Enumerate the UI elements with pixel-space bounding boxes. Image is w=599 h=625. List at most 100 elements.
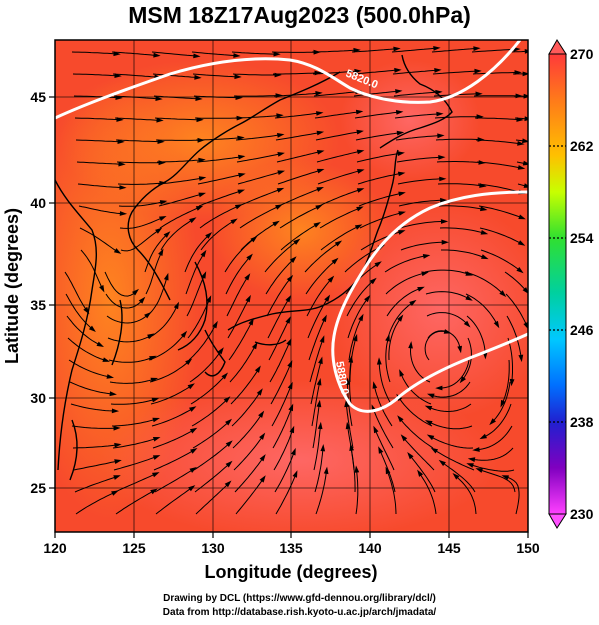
y-tick-label-25: 25 bbox=[30, 480, 46, 496]
streamline-arrow bbox=[138, 296, 146, 304]
streamline bbox=[107, 334, 152, 343]
streamline bbox=[399, 417, 434, 449]
streamline bbox=[359, 212, 403, 229]
streamline-arrow bbox=[438, 155, 446, 160]
streamline-arrow bbox=[236, 115, 244, 121]
streamline bbox=[280, 223, 318, 251]
streamline bbox=[147, 305, 178, 339]
streamline-arrow bbox=[397, 171, 406, 177]
streamline-arrow bbox=[158, 248, 164, 256]
colorbar-top-arrow bbox=[548, 39, 567, 55]
streamline bbox=[188, 324, 217, 361]
streamline-arrow bbox=[313, 222, 321, 228]
streamline-arrow bbox=[250, 236, 258, 243]
streamline bbox=[148, 333, 185, 361]
streamline-arrow bbox=[518, 354, 524, 363]
streamline-arrow bbox=[475, 91, 483, 97]
streamline-arrow bbox=[275, 204, 283, 210]
streamline bbox=[198, 190, 242, 207]
streamline bbox=[120, 229, 160, 252]
streamline bbox=[114, 117, 160, 121]
streamline bbox=[113, 95, 159, 100]
streamline bbox=[197, 174, 242, 185]
streamline-arrow bbox=[518, 214, 526, 220]
streamline-arrow bbox=[230, 218, 238, 225]
streamline-arrow bbox=[327, 275, 335, 283]
streamline bbox=[395, 135, 441, 141]
streamline-arrow bbox=[516, 117, 524, 122]
streamline-arrow bbox=[356, 188, 365, 193]
streamline bbox=[267, 298, 290, 339]
streamline bbox=[153, 95, 199, 100]
streamline-arrow bbox=[316, 187, 324, 192]
streamline-arrow bbox=[114, 73, 122, 78]
streamline-arrow bbox=[354, 68, 362, 74]
streamline bbox=[233, 95, 279, 97]
streamline bbox=[237, 171, 282, 185]
streamline bbox=[79, 227, 119, 253]
streamline bbox=[482, 403, 512, 438]
streamline-arrow bbox=[287, 360, 293, 368]
streamline-arrow bbox=[378, 446, 384, 454]
streamline-arrow bbox=[223, 396, 231, 403]
streamline-arrow bbox=[225, 418, 232, 426]
streamline bbox=[112, 437, 157, 449]
streamline-arrow bbox=[321, 314, 327, 323]
streamline-arrow bbox=[194, 74, 202, 80]
streamline bbox=[385, 272, 426, 295]
streamline bbox=[315, 131, 361, 141]
streamline bbox=[189, 350, 222, 383]
streamline bbox=[111, 51, 157, 56]
streamline-arrow bbox=[489, 418, 496, 426]
streamline-arrow bbox=[238, 154, 246, 160]
streamline bbox=[73, 460, 119, 471]
streamline bbox=[479, 469, 516, 493]
streamline-arrow bbox=[111, 490, 119, 496]
streamline bbox=[320, 225, 360, 251]
streamline bbox=[68, 359, 111, 378]
streamline-arrow bbox=[293, 238, 301, 245]
streamline-arrow bbox=[288, 403, 294, 412]
streamline-arrow bbox=[395, 89, 403, 94]
streamline bbox=[472, 72, 518, 75]
streamline-arrow bbox=[151, 397, 160, 403]
streamline bbox=[466, 315, 486, 356]
streamline-arrow bbox=[259, 454, 266, 462]
streamline bbox=[465, 293, 498, 326]
streamline-arrow bbox=[286, 274, 294, 282]
streamline bbox=[239, 205, 280, 229]
streamline bbox=[374, 429, 395, 471]
streamline-arrow bbox=[111, 408, 120, 414]
streamline bbox=[345, 263, 379, 295]
streamline bbox=[154, 117, 200, 121]
streamline bbox=[348, 317, 363, 361]
x-tick-label-130: 130 bbox=[201, 540, 225, 556]
streamline-arrow bbox=[286, 338, 292, 346]
streamline-arrow bbox=[344, 399, 349, 408]
streamline-arrow bbox=[116, 117, 124, 122]
streamline-arrow bbox=[324, 294, 331, 302]
wind-streamlines bbox=[64, 47, 528, 515]
x-tick-label-135: 135 bbox=[279, 540, 303, 556]
streamline-arrow bbox=[474, 68, 482, 74]
streamline bbox=[351, 48, 397, 53]
streamline-arrow bbox=[113, 475, 121, 480]
streamline-arrow bbox=[478, 160, 486, 165]
streamline-arrow bbox=[345, 377, 350, 385]
streamline-arrow bbox=[317, 421, 323, 430]
streamline-arrow bbox=[434, 68, 442, 73]
streamline bbox=[224, 238, 255, 273]
streamline-arrow bbox=[355, 109, 364, 115]
streamline bbox=[275, 473, 297, 515]
streamline bbox=[235, 134, 281, 141]
colorbar-label-262: 262 bbox=[570, 138, 594, 154]
streamline-arrow bbox=[477, 137, 485, 142]
streamline-arrow bbox=[354, 224, 363, 230]
y-tick-label-40: 40 bbox=[30, 195, 46, 211]
streamline-arrow bbox=[481, 254, 489, 260]
streamline bbox=[274, 451, 295, 493]
streamline bbox=[154, 468, 194, 493]
streamline bbox=[461, 337, 472, 381]
streamline bbox=[228, 321, 253, 361]
streamline bbox=[400, 372, 432, 405]
